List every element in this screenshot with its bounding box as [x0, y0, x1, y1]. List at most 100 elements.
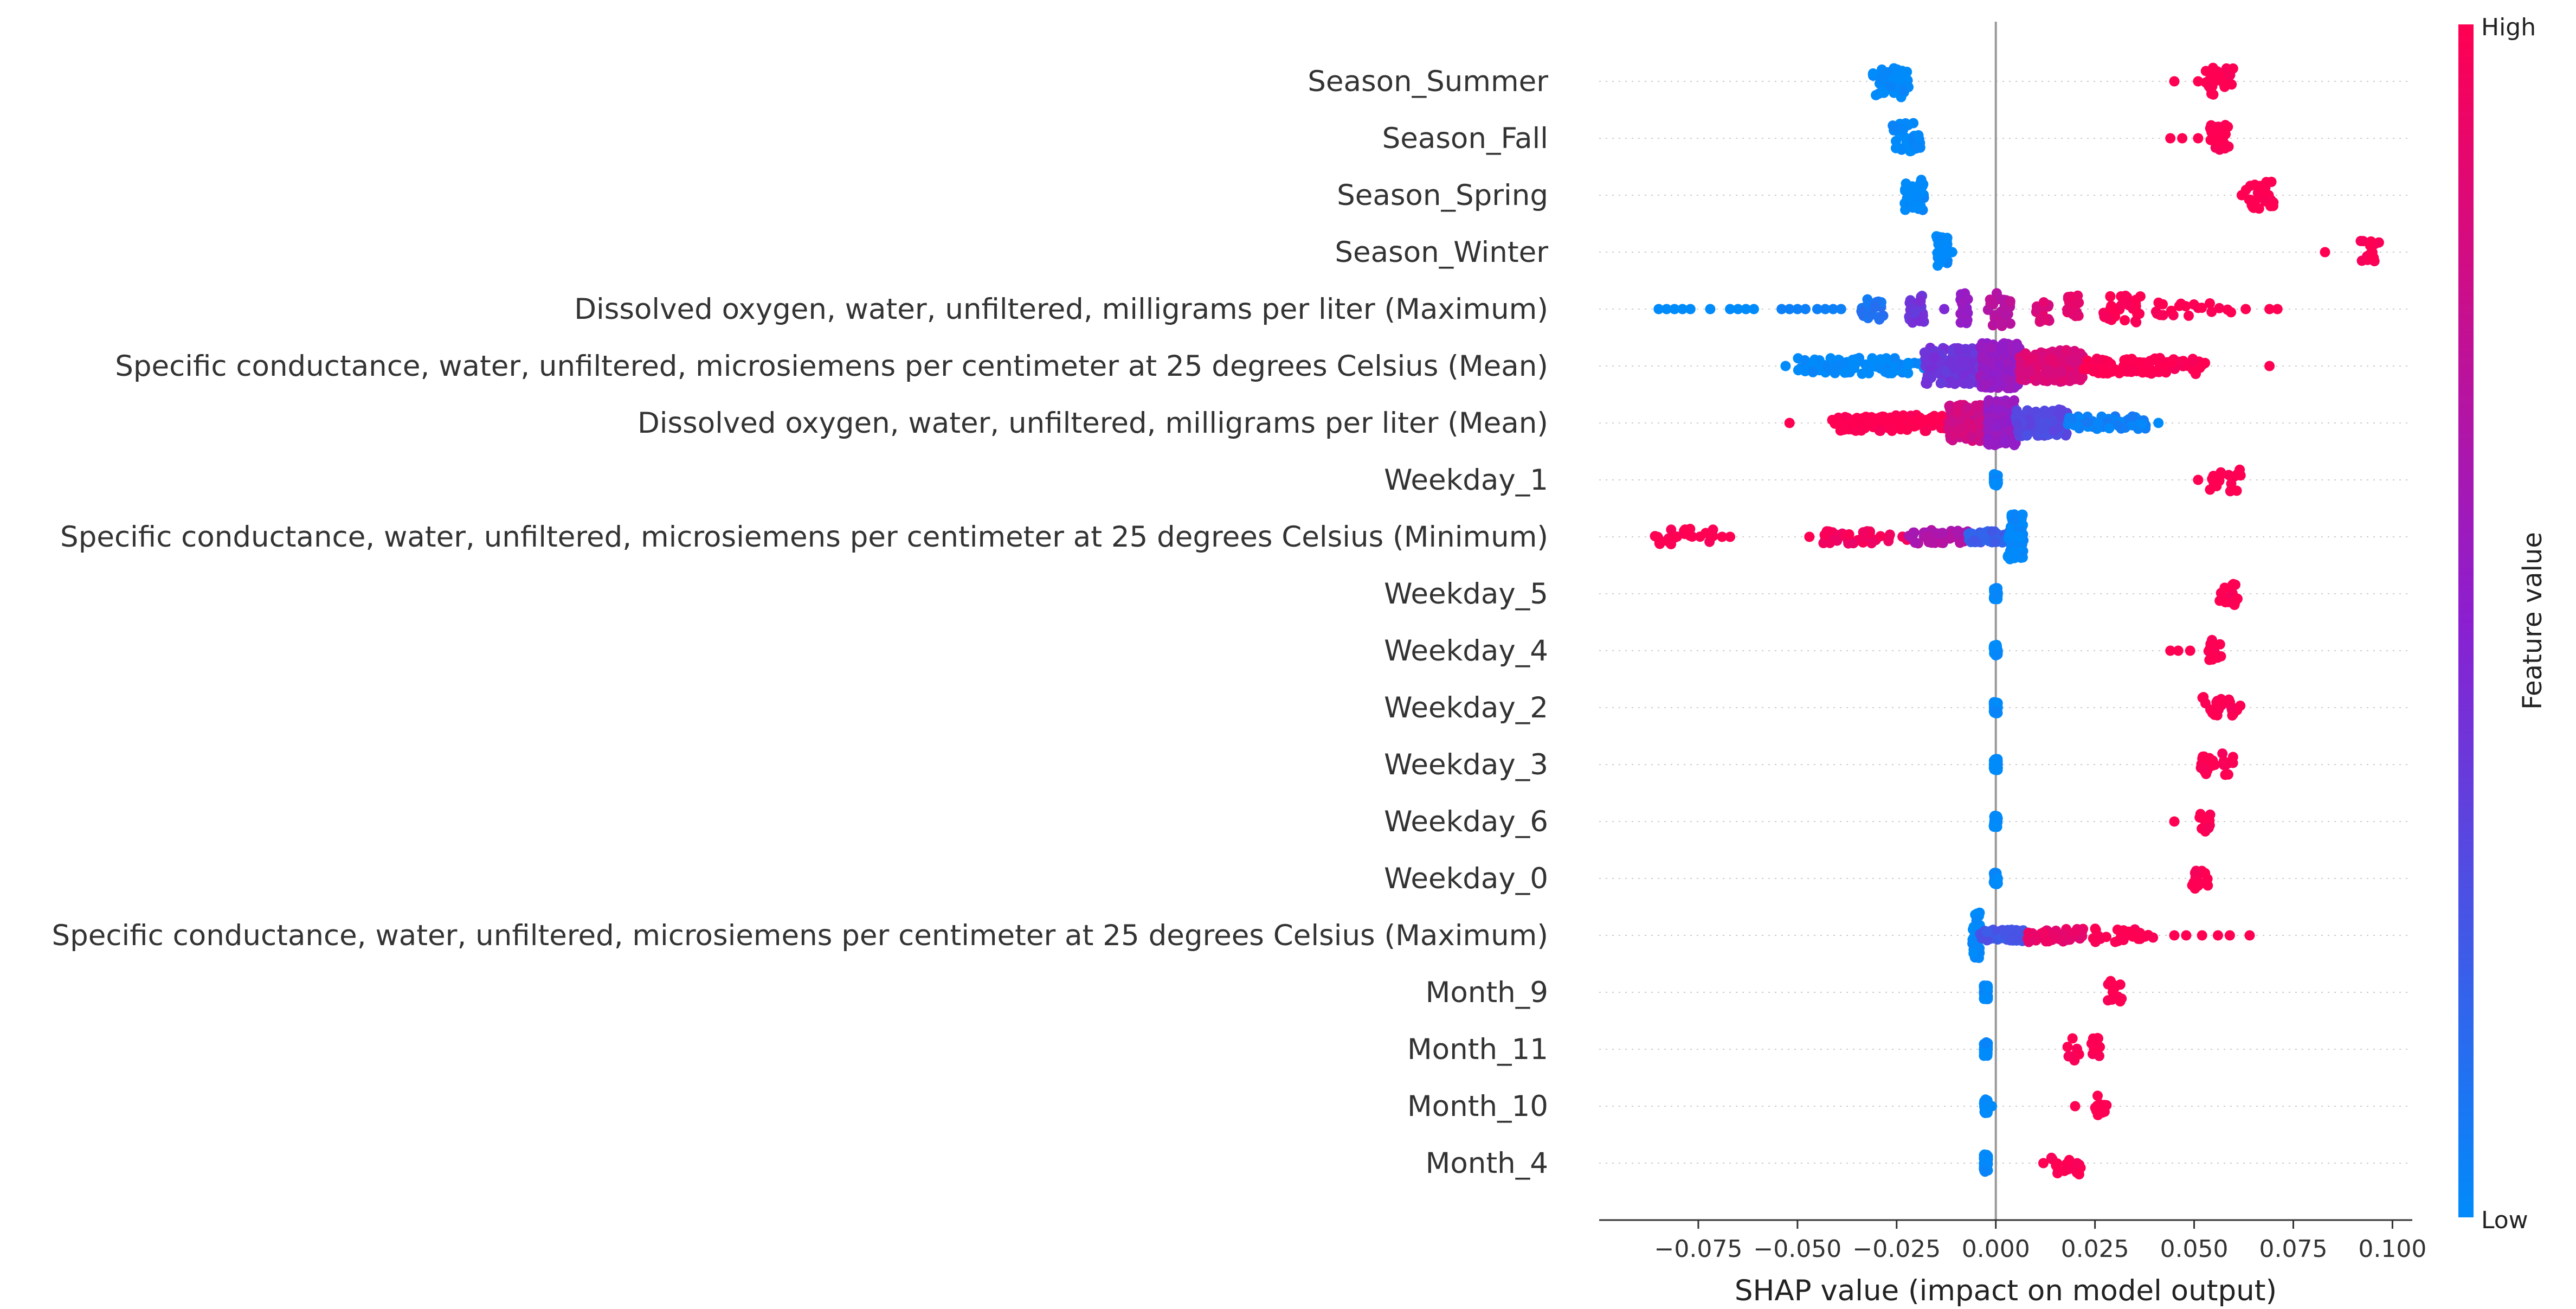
- shap-point: [1991, 640, 2002, 651]
- shap-point: [2042, 409, 2053, 420]
- shap-point: [2056, 367, 2067, 377]
- shap-point: [1990, 706, 2001, 717]
- shap-point: [1776, 304, 1787, 315]
- shap-point: [1669, 304, 1680, 315]
- shap-point: [2001, 310, 2012, 321]
- shap-point: [1936, 537, 1947, 548]
- shap-point: [1717, 531, 1728, 542]
- shap-point: [1962, 402, 1973, 413]
- row-guides: [1599, 81, 2412, 1164]
- shap-point: [1982, 982, 1993, 993]
- x-tick-label: 0.075: [2259, 1235, 2328, 1263]
- shap-point: [2005, 925, 2015, 936]
- feature-label: Specific conductance, water, unfiltered,…: [52, 919, 1548, 952]
- shap-point: [1991, 698, 2002, 709]
- shap-point: [2049, 426, 2059, 437]
- shap-point: [2110, 364, 2121, 375]
- shap-point: [1856, 306, 1867, 317]
- shap-point: [1955, 423, 1966, 434]
- shap-point: [2165, 133, 2176, 144]
- shap-point: [2105, 303, 2116, 314]
- shap-point: [2130, 298, 2141, 309]
- shap-point: [1947, 247, 1957, 258]
- x-axis-title: SHAP value (impact on model output): [1735, 1274, 2277, 1307]
- shap-point: [2193, 133, 2204, 144]
- shap-point: [1956, 357, 1967, 368]
- shap-point: [1986, 526, 1997, 537]
- shap-point: [2244, 930, 2255, 941]
- feature-label: Weekday_3: [1384, 748, 1548, 781]
- shap-point: [1748, 304, 1759, 315]
- shap-point: [1677, 304, 1688, 315]
- feature-label: Season_Summer: [1308, 65, 1548, 98]
- shap-point: [2149, 353, 2160, 364]
- shap-point: [1733, 304, 1743, 315]
- shap-point: [1874, 425, 1885, 436]
- shap-point: [2193, 76, 2204, 87]
- shap-point: [2062, 1042, 2073, 1053]
- shap-point: [2137, 419, 2148, 429]
- shap-point: [1912, 190, 1922, 201]
- shap-point: [1910, 537, 1921, 548]
- shap-point: [2092, 1109, 2103, 1120]
- shap-point: [1998, 339, 2008, 350]
- shap-point: [1891, 142, 1902, 153]
- dots-layer: [1650, 62, 2384, 1180]
- shap-point: [1990, 812, 2001, 823]
- shap-point: [2046, 1152, 2057, 1163]
- shap-point: [1903, 368, 1914, 378]
- shap-point: [1871, 90, 1882, 100]
- shap-point: [1705, 304, 1716, 315]
- shap-point: [2044, 365, 2055, 376]
- shap-point: [1988, 299, 1999, 310]
- shap-point: [2092, 1090, 2103, 1101]
- shap-point: [2216, 470, 2226, 480]
- shap-point: [2005, 296, 2015, 307]
- shap-point: [1808, 357, 1818, 368]
- shap-point: [1832, 360, 1843, 371]
- shap-point: [1780, 361, 1791, 371]
- shap-point: [2266, 176, 2277, 187]
- feature-label: Month_4: [1426, 1147, 1548, 1180]
- shap-point: [2107, 994, 2117, 1005]
- shap-point: [1937, 410, 1948, 421]
- shap-point: [2105, 976, 2116, 986]
- shap-point: [1841, 367, 1852, 378]
- shap-point: [2122, 363, 2133, 374]
- shap-point: [1800, 355, 1810, 365]
- shap-point: [2158, 310, 2168, 320]
- shap-point: [2115, 996, 2126, 1007]
- shap-point: [2227, 580, 2238, 591]
- shap-point: [1949, 378, 1960, 389]
- shap-point: [2092, 418, 2103, 428]
- shap-point: [2120, 291, 2131, 301]
- feature-label: Month_9: [1426, 976, 1548, 1009]
- shap-point: [2023, 927, 2034, 938]
- shap-point: [1800, 304, 1811, 315]
- x-tick-label: −0.050: [1753, 1235, 1841, 1263]
- shap-point: [2201, 813, 2212, 824]
- shap-point: [2069, 927, 2080, 938]
- shap-point: [2368, 252, 2379, 263]
- shap-point: [1812, 304, 1822, 315]
- shap-point: [1666, 524, 1677, 535]
- shap-point: [2207, 639, 2217, 650]
- shap-point: [2051, 1160, 2062, 1171]
- shap-point: [1896, 73, 1907, 84]
- shap-point: [1877, 354, 1888, 365]
- shap-point: [2226, 484, 2237, 495]
- shap-point: [1952, 407, 1963, 418]
- shap-point: [1993, 405, 2004, 415]
- feature-label: Weekday_4: [1384, 634, 1548, 668]
- shap-point: [1914, 413, 1925, 424]
- shap-point: [2208, 652, 2219, 663]
- shap-point: [2139, 357, 2149, 368]
- shap-point: [1701, 528, 1711, 538]
- shap-point: [2197, 303, 2207, 313]
- shap-point: [2073, 297, 2084, 308]
- colorbar: High Low Feature value: [2458, 14, 2548, 1234]
- shap-point: [1903, 360, 1914, 370]
- shap-point: [2088, 1033, 2098, 1044]
- shap-point: [2173, 645, 2184, 656]
- shap-point: [2214, 639, 2225, 650]
